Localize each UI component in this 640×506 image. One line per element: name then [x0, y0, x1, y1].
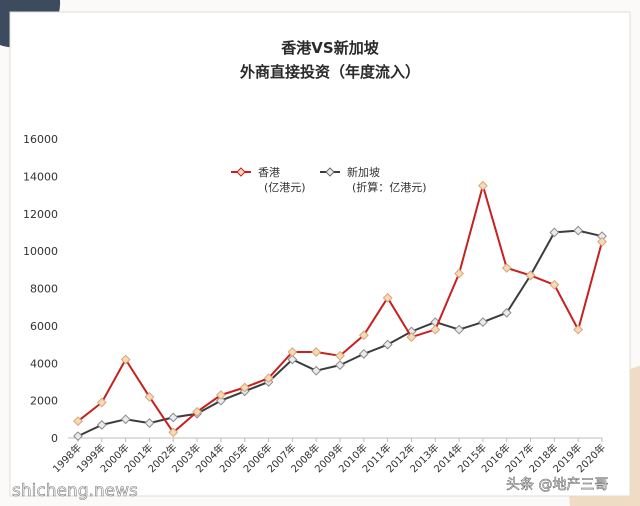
y-tick-label: 16000 [23, 133, 58, 146]
watermark-right: 头条 @地产三哥 [506, 476, 608, 493]
data-point-hongkong [430, 324, 441, 335]
legend-unit-hongkong: (亿港元) [264, 181, 306, 194]
data-point-singapore [144, 418, 155, 428]
data-point-singapore [358, 348, 369, 359]
chart-title-line-2: 外商直接投资（年度流入） [239, 63, 420, 81]
data-point-hongkong [263, 373, 274, 384]
data-point-singapore [287, 354, 298, 365]
y-tick-label: 6000 [30, 320, 58, 333]
chart-frame [9, 11, 631, 497]
y-tick-label: 12000 [23, 208, 58, 221]
legend-label-hongkong: 香港 [258, 166, 280, 179]
data-point-hongkong [382, 292, 393, 303]
data-point-hongkong [573, 324, 584, 335]
data-point-hongkong [358, 330, 369, 341]
y-tick-label: 4000 [30, 357, 58, 370]
data-point-hongkong [239, 382, 250, 393]
data-point-hongkong [311, 347, 322, 357]
data-point-singapore [335, 360, 345, 371]
legend-label-singapore: 新加坡 [347, 165, 380, 179]
y-tick-label: 10000 [23, 245, 58, 258]
data-point-hongkong [501, 263, 512, 273]
data-point-singapore [382, 339, 393, 350]
data-point-hongkong [525, 270, 536, 281]
data-point-singapore [216, 395, 226, 406]
data-point-hongkong [120, 354, 131, 365]
data-point-singapore [478, 317, 488, 328]
data-point-singapore [454, 324, 464, 335]
data-point-hongkong [454, 268, 464, 279]
data-point-singapore [96, 420, 107, 430]
data-point-hongkong [549, 279, 560, 290]
data-point-singapore [168, 412, 179, 423]
data-point-hongkong [216, 390, 226, 400]
data-point-singapore [501, 307, 512, 318]
legend: 香港 (亿港元) 新加坡 (折算：亿港元) [231, 165, 427, 194]
data-point-hongkong [287, 347, 298, 357]
y-tick-label: 8000 [30, 283, 58, 296]
data-point-hongkong [597, 236, 607, 247]
data-point-hongkong [192, 406, 202, 417]
data-point-singapore [120, 414, 131, 425]
data-point-singapore [549, 227, 560, 238]
data-point-hongkong [478, 180, 488, 191]
data-point-hongkong [96, 397, 107, 408]
data-point-singapore [311, 365, 322, 376]
data-point-hongkong [168, 427, 179, 438]
data-point-singapore [573, 225, 584, 236]
data-point-hongkong [406, 332, 417, 342]
y-tick-label: 0 [51, 432, 58, 445]
series-layer [73, 180, 607, 442]
legend-unit-singapore: (折算：亿港元) [352, 180, 427, 194]
legend-marker-hongkong [236, 167, 246, 177]
data-point-hongkong [73, 416, 83, 427]
chart-title-line-1: 香港VS新加坡 [281, 39, 378, 57]
legend-marker-singapore [325, 167, 335, 177]
y-tick-label: 2000 [30, 395, 58, 408]
watermark-left: shicheng.news [12, 481, 138, 501]
data-point-hongkong [335, 350, 345, 361]
y-tick-label: 14000 [23, 170, 58, 183]
data-point-singapore [73, 431, 83, 442]
data-point-hongkong [144, 391, 155, 402]
